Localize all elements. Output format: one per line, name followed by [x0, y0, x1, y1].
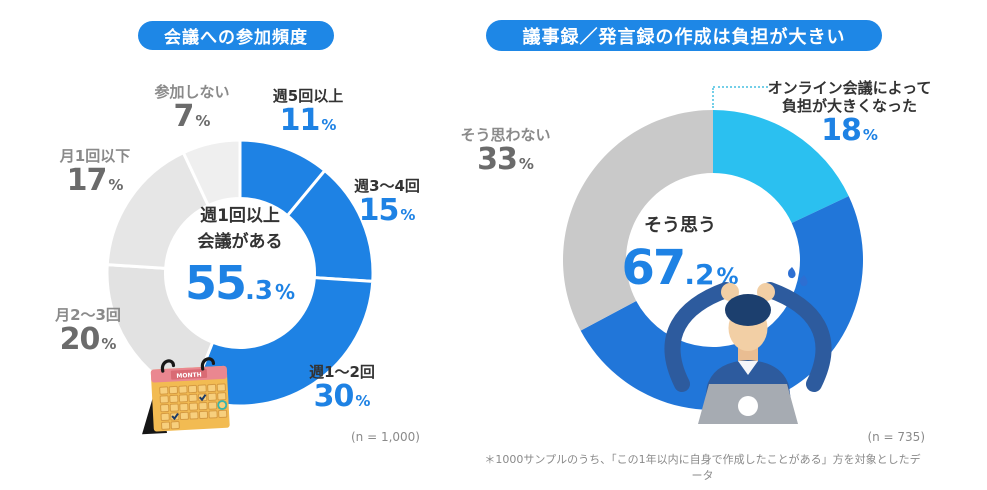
label-text-line2: 負担が大きくなった	[781, 97, 917, 115]
calendar-check-icon	[171, 412, 179, 421]
label-week3to4: 週3〜4回 15%	[327, 177, 447, 226]
sweat-drop	[788, 267, 796, 279]
calendar-day-cell	[159, 386, 169, 395]
label-online-burden: オンライン会議によって 負担が大きくなった 18%	[757, 79, 942, 146]
person-hair	[725, 294, 771, 326]
stressed-person-icon	[664, 282, 832, 424]
calendar-check-icon	[198, 394, 207, 402]
person-left-arm	[664, 282, 734, 392]
calendar-day-cell	[189, 411, 199, 420]
donut-segment	[580, 196, 863, 410]
calendar-day-cell	[188, 402, 199, 411]
calendar-day-cell	[216, 383, 226, 392]
calendar-day-cell	[198, 401, 208, 411]
center-line2: 会議がある	[197, 232, 283, 253]
left-donut-chart	[105, 138, 375, 408]
right-sample-size: (n = 735)	[867, 430, 925, 444]
calendar-day-cell	[217, 392, 227, 401]
calendar-day-cell	[169, 403, 179, 412]
label-text: 週1〜2回	[309, 363, 375, 381]
left-chart-title: 会議への参加頻度	[138, 21, 334, 50]
calendar-day-cell	[170, 421, 180, 430]
leader-line-vertical	[712, 88, 714, 108]
label-text: 週5回以上	[272, 87, 344, 105]
label-value: 11%	[279, 103, 337, 138]
calendar-circle-mark-icon	[217, 400, 228, 410]
label-week1to2: 週1〜2回 30%	[282, 363, 402, 412]
center-value: 55.3%	[184, 255, 296, 310]
sweat-drop	[800, 275, 808, 287]
calendar-day-cell	[160, 403, 170, 413]
label-month2to3: 月2〜3回 20%	[28, 306, 148, 355]
calendar-grid	[159, 383, 228, 430]
calendar-ring-icon	[160, 359, 176, 373]
sweat-drops-icon	[788, 267, 808, 287]
center-line1: 週1回以上	[200, 206, 280, 226]
label-text: 月2〜3回	[55, 306, 121, 324]
label-no-participation: 参加しない 7%	[132, 83, 252, 132]
leader-line-horizontal	[713, 86, 768, 88]
calendar-day-cell	[218, 409, 228, 419]
calendar-day-cell	[160, 412, 170, 422]
center-line1: そう思う	[644, 215, 716, 236]
label-text: 参加しない	[154, 83, 230, 101]
center-value: 67.2%	[621, 239, 739, 296]
calendar-day-cell	[178, 394, 189, 403]
calendar-day-cell	[179, 411, 189, 421]
label-value: 33%	[477, 142, 534, 177]
donut-segment	[181, 138, 242, 208]
calendar-day-cell	[208, 410, 218, 419]
person-collar	[738, 361, 758, 375]
label-text: 月1回以下	[59, 147, 131, 165]
right-chart-title: 議事録／発言録の作成は負担が大きい	[486, 20, 882, 51]
label-value: 7%	[173, 99, 211, 134]
calendar-day-cell	[197, 384, 207, 393]
calendar-day-cell	[198, 410, 209, 420]
right-donut-chart	[563, 110, 863, 410]
label-month1less: 月1回以下 17%	[35, 147, 155, 196]
calendar-icon: MONTH	[142, 357, 230, 435]
calendar-day-cell	[169, 394, 179, 403]
calendar-day-cell	[188, 393, 198, 402]
label-not-think: そう思わない 33%	[443, 126, 568, 175]
calendar-ring-icon	[200, 357, 216, 371]
person-right-arm	[762, 282, 832, 392]
donut-segment	[713, 110, 849, 223]
donut-segment	[563, 110, 713, 331]
laptop-logo	[738, 396, 758, 416]
calendar-day-cell	[208, 401, 218, 410]
label-week5plus: 週5回以上 11%	[248, 87, 368, 136]
label-text-line1: オンライン会議によって	[767, 79, 932, 97]
label-value: 17%	[66, 163, 124, 198]
calendar-day-cell	[178, 385, 188, 394]
left-donut-center-label: 週1回以上 会議がある 55.3%	[164, 203, 316, 306]
footnote: ＊1000サンプルのうち、「この1年以内に自身で作成したことがある」方を対象とし…	[484, 453, 921, 482]
person-right-hand	[757, 283, 775, 301]
calendar-day-cell	[159, 395, 169, 404]
left-sample-size: (n = 1,000)	[350, 430, 420, 444]
calendar-day-cell	[207, 383, 217, 393]
right-donut-center-label: そう思う 67.2%	[597, 212, 763, 292]
label-text: そう思わない	[460, 126, 551, 144]
calendar-day-cell	[168, 385, 178, 395]
person-left-hand	[721, 283, 739, 301]
label-value: 18%	[821, 113, 878, 148]
label-value: 15%	[358, 193, 416, 228]
calendar-day-cell	[207, 392, 217, 401]
label-value: 30%	[313, 379, 371, 414]
calendar-header-band	[170, 368, 208, 380]
calendar-day-cell	[187, 384, 198, 394]
label-text: 週3〜4回	[354, 177, 420, 195]
label-value: 20%	[59, 322, 117, 357]
calendar-day-cell	[161, 421, 171, 430]
calendar-day-cell	[179, 402, 189, 412]
calendar-month-text: MONTH	[176, 372, 202, 380]
